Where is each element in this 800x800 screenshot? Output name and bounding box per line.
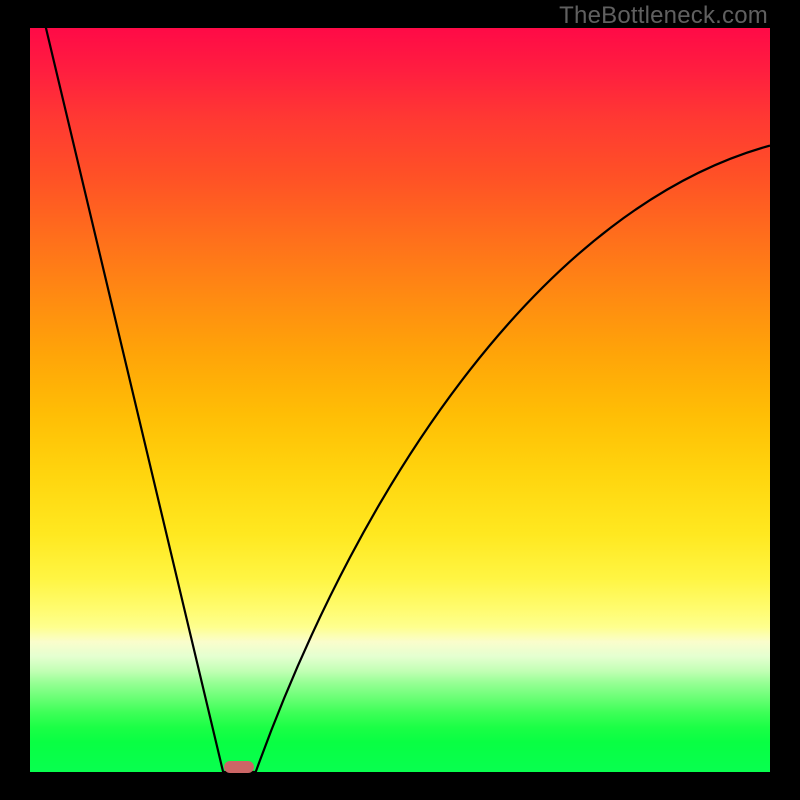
plot-area [30, 28, 770, 772]
chart-container: TheBottleneck.com [0, 0, 800, 800]
watermark-text: TheBottleneck.com [559, 2, 768, 30]
minimum-marker [224, 761, 254, 773]
